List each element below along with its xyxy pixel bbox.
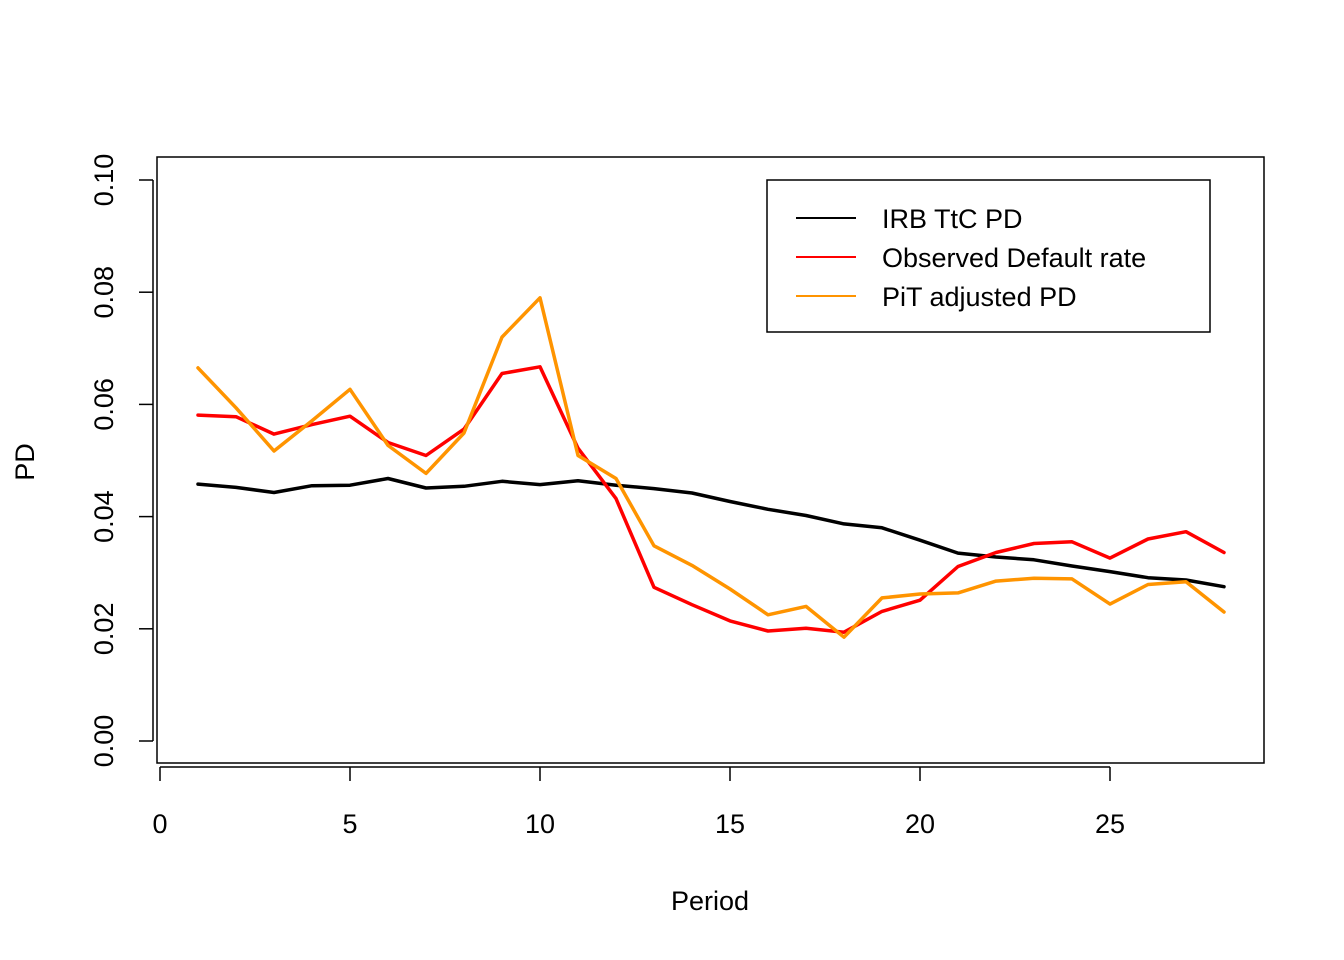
y-axis-label: PD (10, 443, 40, 481)
y-tick-label: 0.04 (89, 490, 119, 543)
series-line-1 (196, 476, 1226, 589)
series-layer (196, 296, 1226, 639)
y-tick-label: 0.06 (89, 378, 119, 431)
x-tick-label: 20 (905, 809, 935, 839)
x-tick-label: 5 (342, 809, 357, 839)
legend-label: PiT adjusted PD (882, 282, 1077, 312)
series-line-3 (196, 296, 1226, 639)
y-tick-label: 0.00 (89, 715, 119, 768)
y-axis: 0.00 0.02 0.04 0.06 0.08 0.10 (89, 154, 154, 768)
plot-frame (156, 156, 1265, 764)
legend-label: Observed Default rate (882, 243, 1146, 273)
series-line-2 (196, 365, 1226, 634)
x-tick-label: 25 (1095, 809, 1125, 839)
y-tick-label: 0.02 (89, 603, 119, 656)
legend: IRB TtC PD Observed Default rate PiT adjus… (766, 179, 1211, 333)
x-tick-label: 10 (525, 809, 555, 839)
x-tick-label: 0 (152, 809, 167, 839)
legend-label: IRB TtC PD (882, 204, 1023, 234)
y-tick-label: 0.10 (89, 154, 119, 207)
x-tick-label: 15 (715, 809, 745, 839)
x-axis-label: Period (671, 886, 749, 916)
x-axis: 0 5 10 15 20 25 (152, 766, 1125, 839)
y-tick-label: 0.08 (89, 266, 119, 319)
